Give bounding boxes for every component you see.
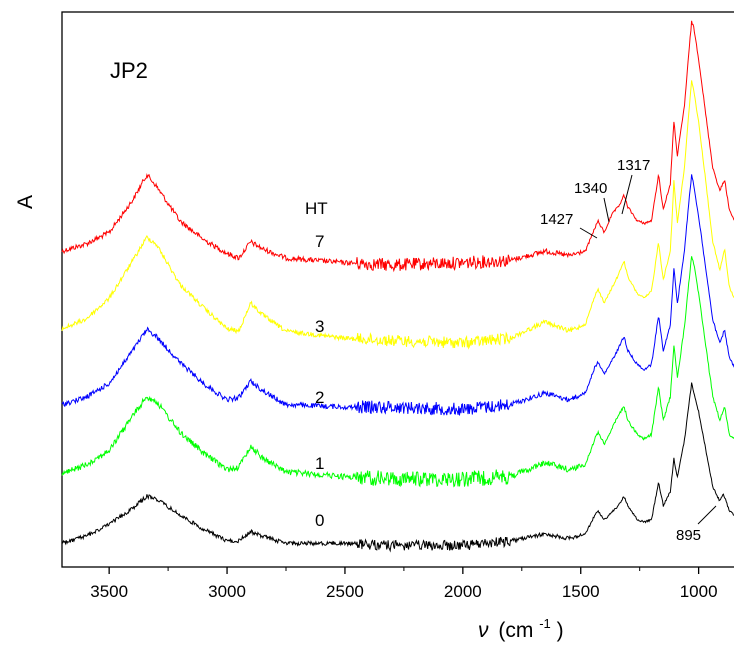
series-label-2: 2 — [315, 388, 324, 407]
series-line-7 — [61, 20, 734, 273]
x-tick-label: 3000 — [208, 582, 246, 601]
annotation-leader-1317 — [621, 174, 633, 215]
annotation-1340: 1340 — [574, 180, 607, 197]
x-axis-label: ν (cm -1 ) — [478, 610, 564, 642]
series-layer — [61, 20, 734, 553]
x-tick-label: 2000 — [444, 582, 482, 601]
series-label-3: 3 — [315, 317, 324, 336]
plot-frame — [61, 11, 734, 568]
annotation-895: 895 — [676, 527, 701, 544]
series-label-1: 1 — [315, 454, 324, 473]
series-label-7: 7 — [315, 232, 324, 251]
x-axis-ticks: 3500 3000 2500 2000 1500 1000 — [90, 567, 718, 601]
x-axis-label-unit-close: ) — [557, 619, 564, 642]
x-axis-label-unit: (cm — [498, 619, 533, 642]
annotation-1317: 1317 — [617, 157, 650, 174]
annotation-1427: 1427 — [540, 211, 573, 228]
annotation-leader-1340 — [603, 197, 610, 223]
annotation-leader-1427 — [579, 227, 598, 239]
series-line-3 — [61, 80, 734, 350]
x-tick-label: 2500 — [326, 582, 364, 601]
series-labels: 7 3 2 1 0 — [315, 232, 324, 530]
annotation-leader-895 — [697, 505, 717, 525]
y-axis-label: A — [14, 195, 37, 209]
x-axis-label-symbol: ν — [478, 619, 489, 642]
chart-title: JP2 — [110, 58, 148, 83]
x-tick-label: 1500 — [562, 582, 600, 601]
series-line-2 — [61, 174, 734, 416]
series-line-1 — [61, 256, 734, 488]
series-line-0 — [61, 382, 734, 553]
x-axis-label-exponent: -1 — [539, 616, 551, 631]
x-tick-label: 3500 — [90, 582, 128, 601]
series-label-0: 0 — [315, 511, 324, 530]
x-tick-label: 1000 — [680, 582, 718, 601]
legend-title: HT — [305, 199, 328, 218]
